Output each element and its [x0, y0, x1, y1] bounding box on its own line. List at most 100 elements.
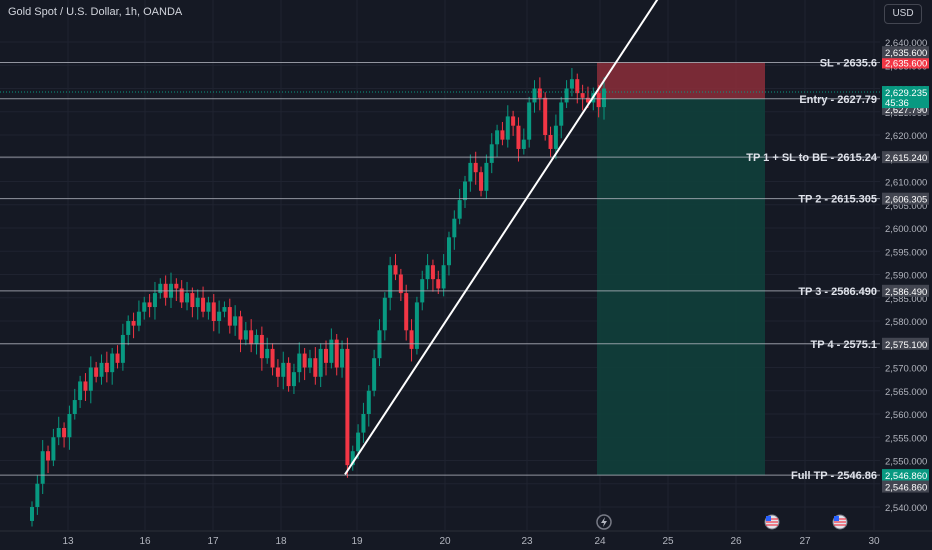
level-label-tp4: TP 4 - 2575.1	[811, 339, 877, 351]
price-tick-label: 2,640.000	[885, 38, 927, 49]
candle-body	[286, 362, 291, 387]
price-badge-tp4	[882, 337, 929, 350]
candle-body	[222, 307, 227, 312]
price-tick-label: 2,590.000	[885, 271, 927, 282]
candle-body	[158, 283, 163, 294]
flag-canton	[766, 516, 771, 521]
time-tick-label: 26	[730, 536, 742, 547]
candle-body	[313, 358, 318, 377]
candle-body	[340, 348, 345, 368]
trendline[interactable]	[344, 0, 660, 475]
bar-countdown: 45:36	[885, 98, 909, 109]
candle-body	[115, 353, 120, 363]
candle-body	[479, 172, 484, 191]
price-tick-label: 2,580.000	[885, 317, 927, 328]
candle-body	[206, 302, 211, 312]
candle-body	[275, 367, 280, 377]
candle-body	[67, 414, 72, 438]
price-tick-label: 2,540.000	[885, 503, 927, 514]
candle-body	[265, 348, 270, 359]
candle-body	[430, 265, 435, 280]
candle-body	[243, 330, 248, 340]
candle-body	[489, 144, 494, 163]
candle-body	[78, 381, 83, 401]
candle-body	[468, 162, 473, 182]
candle-body	[414, 302, 419, 349]
candle-body	[94, 367, 99, 377]
price-tick-label: 2,605.000	[885, 201, 927, 212]
candle-body	[564, 88, 569, 103]
flag-canton	[834, 516, 839, 521]
price-badge-extra-text: 2,627.790	[885, 105, 927, 116]
price-tick-label: 2,620.000	[885, 131, 927, 142]
candle-body	[195, 297, 200, 308]
candle-body	[297, 353, 302, 373]
candle-body	[201, 297, 206, 312]
candle-body	[521, 139, 526, 149]
candle-body	[179, 288, 184, 303]
candle-body	[190, 293, 195, 308]
candle-body	[185, 293, 190, 303]
candle-body	[575, 79, 580, 94]
candle-body	[345, 348, 350, 466]
candle-body	[366, 390, 371, 414]
candle-body	[356, 432, 361, 452]
candle-body	[350, 451, 355, 466]
candle-body	[527, 102, 532, 140]
candle-body	[473, 162, 478, 173]
candle-body	[35, 483, 40, 507]
candle-body	[104, 362, 109, 373]
candle-body	[382, 297, 387, 331]
candle-body	[585, 97, 590, 103]
price-tick-label: 2,555.000	[885, 433, 927, 444]
candle-body	[324, 348, 329, 363]
candle-body	[88, 367, 93, 391]
candle-body	[505, 116, 510, 140]
candle-body	[83, 381, 88, 391]
candle-body	[318, 348, 323, 377]
current-price-label: 2,629.235	[885, 88, 927, 99]
price-tick-label: 2,560.000	[885, 410, 927, 421]
candle-body	[233, 316, 238, 326]
candle-body	[452, 218, 457, 238]
time-tick-label: 20	[439, 536, 451, 547]
level-label-tp3: TP 3 - 2586.490	[798, 286, 877, 298]
time-tick-label: 25	[662, 536, 674, 547]
chart-title: Gold Spot / U.S. Dollar, 1h, OANDA	[8, 6, 183, 18]
price-badge-tp3	[882, 284, 929, 297]
candle-body	[281, 362, 286, 377]
candle-body	[569, 79, 574, 89]
current-price-badge	[882, 86, 929, 109]
candle-body	[388, 265, 393, 298]
candle-body	[372, 358, 377, 391]
price-tick-label: 2,585.000	[885, 294, 927, 305]
candle-body	[152, 293, 157, 308]
price-badge-extra-text: 2,546.860	[885, 483, 927, 494]
lightning-icon[interactable]	[596, 514, 612, 530]
price-badge-sl-text: 2,635.600	[885, 58, 927, 69]
currency-selector[interactable]: USD	[884, 4, 922, 24]
candle-body	[441, 265, 446, 289]
price-badge-fulltp-text: 2,546.860	[885, 471, 927, 482]
time-tick-label: 30	[868, 536, 880, 547]
price-badge-extra-text: 2,635.600	[885, 48, 927, 59]
candle-body	[270, 348, 275, 368]
candle-body	[131, 321, 136, 326]
price-badge-tp1-text: 2,615.240	[885, 153, 927, 164]
candle-body	[72, 400, 77, 414]
time-tick-label: 18	[275, 536, 287, 547]
candle-body	[302, 353, 307, 368]
price-tick-label: 2,570.000	[885, 364, 927, 375]
price-badge-extra	[882, 480, 929, 493]
candle-body	[543, 97, 548, 135]
candle-body	[398, 274, 403, 294]
candle-body	[500, 130, 505, 140]
candle-body	[548, 135, 553, 149]
price-tick-label: 2,600.000	[885, 224, 927, 235]
candle-body	[425, 265, 430, 280]
lightning-icon-glyph	[601, 517, 607, 527]
level-label-sl: SL - 2635.6	[820, 57, 877, 69]
candle-body	[361, 414, 366, 433]
level-label-fulltp: Full TP - 2546.86	[791, 470, 877, 482]
